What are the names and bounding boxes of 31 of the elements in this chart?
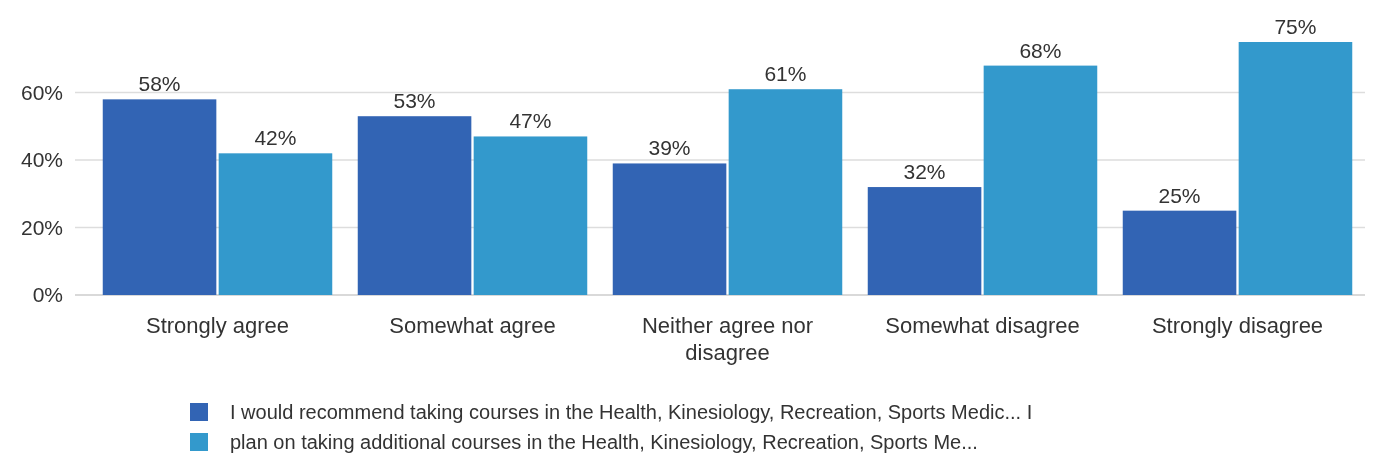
bar bbox=[612, 163, 727, 295]
data-label: 47% bbox=[509, 109, 552, 133]
data-label: 42% bbox=[254, 126, 297, 150]
x-tick-label: Strongly disagree bbox=[1151, 313, 1324, 338]
data-label: 32% bbox=[903, 160, 946, 184]
bar bbox=[102, 99, 217, 295]
bar bbox=[867, 187, 982, 295]
bar bbox=[218, 153, 333, 295]
x-tick-label: Somewhat disagree bbox=[885, 313, 1080, 338]
x-tick-label: Strongly agree bbox=[145, 313, 290, 338]
data-label: 58% bbox=[138, 72, 181, 96]
y-tick-label: 20% bbox=[20, 215, 63, 239]
data-label: 39% bbox=[648, 136, 691, 160]
legend-label: plan on taking additional courses in the Health, Kinesiology, Recreation, Sports Me... bbox=[230, 431, 978, 453]
data-label: 68% bbox=[1019, 38, 1062, 62]
legend-label: I would recommend taking courses in the Health, Kinesiology, Recreation, Sports Medic... I bbox=[230, 401, 1033, 423]
x-tick-label: Somewhat agree bbox=[389, 313, 556, 338]
bar bbox=[473, 136, 588, 295]
y-tick-label: 60% bbox=[20, 80, 63, 104]
bar bbox=[728, 89, 843, 295]
data-label: 25% bbox=[1158, 183, 1201, 207]
data-label: 61% bbox=[764, 62, 807, 86]
bar bbox=[1238, 42, 1353, 295]
data-label: 75% bbox=[1274, 15, 1317, 38]
bar bbox=[1122, 210, 1237, 295]
y-tick-label: 40% bbox=[20, 148, 63, 172]
y-tick-label: 0% bbox=[32, 283, 63, 307]
bar bbox=[357, 116, 472, 295]
bar bbox=[983, 65, 1098, 295]
data-label: 53% bbox=[393, 89, 436, 113]
x-tick-label: Neither agree nor disagree bbox=[641, 313, 814, 365]
